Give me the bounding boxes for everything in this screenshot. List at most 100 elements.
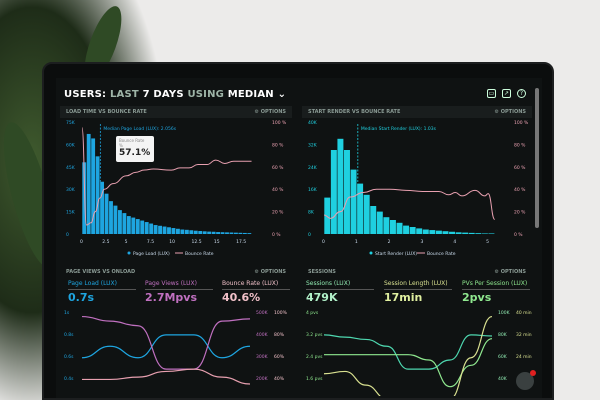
- monitor-icon[interactable]: ▭: [487, 89, 496, 98]
- histogram-bar: [389, 220, 396, 234]
- y2-tick-label: 20 %: [514, 210, 526, 216]
- histogram-bar: [198, 231, 203, 234]
- y2-tick-label: 100 %: [272, 120, 287, 126]
- x-tick-label: 0: [80, 239, 83, 245]
- kpi-value: 2.7Mpvs: [145, 291, 198, 304]
- histogram-bar: [144, 222, 149, 234]
- histogram-bar: [337, 138, 344, 234]
- page-title[interactable]: USERS: LAST 7 DAYS USING MEDIAN ⌄: [64, 89, 286, 100]
- y-tick-label: 80K: [498, 332, 508, 338]
- y-tick-label: 0: [308, 232, 311, 238]
- options-button[interactable]: ⚙ OPTIONS: [494, 269, 526, 275]
- start-render-chart: 0 8K 16K 24K 32K 40K 0 % 20 % 40 % 60 % 80 % 100 % 0…: [308, 120, 529, 257]
- y2-tick-label: 80 %: [272, 142, 284, 148]
- y2-tick-label: 20 %: [272, 210, 284, 216]
- histogram-bar: [416, 228, 423, 234]
- histogram-bar: [91, 138, 96, 234]
- tooltip-value: 57.1%: [119, 148, 151, 158]
- y-tick-label: 32 min: [516, 332, 532, 338]
- histogram-bar: [167, 227, 171, 234]
- title-range: 7 DAYS: [142, 89, 184, 100]
- histogram-bar: [86, 133, 91, 234]
- panel-title: LOAD TIME VS BOUNCE RATE: [66, 109, 147, 115]
- legend-label: Start Render (LUX): [375, 251, 417, 257]
- histogram-bar: [324, 197, 331, 234]
- y2-tick-label: 60 %: [514, 165, 526, 171]
- y-tick-label: 2.4 pvs: [306, 354, 323, 360]
- y-tick-label: 32K: [308, 142, 318, 148]
- panel-title: START RENDER VS BOUNCE RATE: [308, 109, 401, 115]
- histogram-bar: [422, 229, 429, 234]
- options-label: OPTIONS: [500, 109, 526, 115]
- y-tick-label: 300K: [256, 354, 269, 360]
- histogram-bar: [211, 231, 216, 234]
- options-button[interactable]: ⚙ OPTIONS: [254, 269, 286, 275]
- kpi-value: 2pvs: [462, 291, 492, 304]
- y2-tick-label: 80 %: [514, 142, 526, 148]
- histogram-bar: [131, 217, 136, 234]
- histogram-bar: [449, 231, 456, 234]
- chat-button[interactable]: [516, 370, 536, 390]
- y2-tick-label: 0 %: [272, 232, 281, 238]
- tooltip: Bounce Rate % 57.1%: [116, 136, 154, 162]
- x-tick-label: 1: [355, 239, 358, 245]
- histogram-bar: [409, 227, 416, 234]
- x-tick-label: 5: [125, 239, 128, 245]
- y-tick-label: 1s: [64, 310, 70, 316]
- histogram-bar: [149, 223, 154, 234]
- y-tick-label: 200K: [256, 376, 269, 382]
- x-tick-label: 4: [453, 239, 456, 245]
- legend-swatch: [369, 251, 373, 255]
- options-label: OPTIONS: [500, 269, 526, 275]
- y-tick-label: 75K: [66, 120, 76, 126]
- kpi-label: Bounce Rate (LUX): [222, 280, 290, 290]
- notification-badge: [530, 370, 536, 376]
- series-line: [81, 315, 251, 370]
- help-icon[interactable]: ?: [517, 89, 526, 98]
- histogram-bar: [383, 217, 390, 234]
- chevron-down-icon[interactable]: ⌄: [277, 89, 287, 100]
- kpi-label: Sessions (LUX): [306, 280, 374, 290]
- histogram-bar: [229, 232, 234, 234]
- y-tick-label: 30K: [66, 187, 76, 193]
- series-line: [324, 338, 493, 388]
- histogram-bar: [171, 228, 176, 234]
- y-tick-label: 400K: [256, 332, 269, 338]
- kpi-label: Page Views (LUX): [145, 280, 213, 290]
- options-button[interactable]: ⚙ OPTIONS: [494, 109, 526, 115]
- series-line: [323, 315, 493, 396]
- x-tick-label: 3: [420, 239, 423, 245]
- kpi-value: 479K: [306, 291, 338, 304]
- chart-icon[interactable]: ↗: [502, 89, 511, 98]
- histogram-bar: [216, 232, 221, 234]
- y-tick-label: 8K: [308, 210, 315, 216]
- series-line: [323, 334, 493, 370]
- y2-tick-label: 40 %: [272, 187, 284, 193]
- histogram-bar: [189, 230, 194, 234]
- kpi-value: 0.7s: [68, 291, 95, 304]
- y-tick-label: 0.8s: [64, 332, 74, 338]
- bounce-rate-line: [81, 127, 252, 226]
- y-tick-label: 15K: [66, 210, 76, 216]
- histogram-bar: [233, 232, 238, 234]
- histogram-bar: [162, 226, 167, 234]
- histogram-bar: [403, 225, 410, 234]
- y-tick-label: 40%: [274, 376, 285, 382]
- histogram-bar: [100, 181, 105, 234]
- histogram-bar: [429, 230, 436, 234]
- histogram-bar: [357, 183, 364, 234]
- title-prefix: USERS:: [64, 89, 107, 100]
- title-text: USING: [187, 89, 225, 100]
- histogram-bar: [488, 233, 495, 234]
- histogram-bar: [140, 220, 145, 234]
- title-method: MEDIAN: [227, 89, 274, 100]
- median-label: Median Page Load (LUX): 2.056s: [103, 126, 176, 132]
- x-tick-label: 2: [388, 239, 391, 245]
- histogram-bar: [435, 230, 442, 234]
- page-views-chart: 1s 0.8s 0.6s 0.4s 500K 400K 300K 200K 100% 80% 60%…: [64, 310, 288, 385]
- options-label: OPTIONS: [260, 269, 286, 275]
- options-button[interactable]: ⚙ OPTIONS: [254, 109, 286, 115]
- scrollbar[interactable]: [535, 88, 539, 228]
- histogram-bar: [184, 229, 189, 234]
- y-tick-label: 45K: [66, 165, 76, 171]
